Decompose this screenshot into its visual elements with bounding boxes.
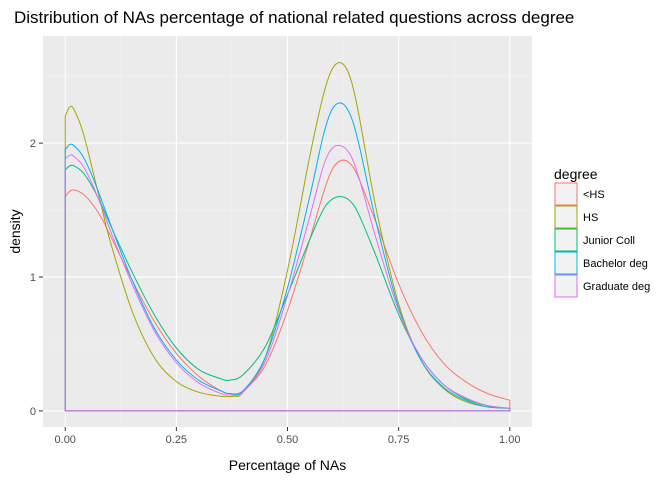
legend-key-1 (554, 205, 578, 229)
y-tick-label: 0 (30, 406, 36, 418)
legend-title: degree (554, 166, 598, 182)
legend: degree <HS HS Junior Coll Bachelor deg Gradu… (554, 166, 650, 298)
x-tick-label: 0.75 (388, 434, 409, 446)
y-axis: 0 1 2 (30, 138, 43, 418)
chart-title: Distribution of NAs percentage of nation… (14, 8, 574, 27)
y-tick-label: 2 (30, 138, 36, 150)
x-axis-title: Percentage of NAs (229, 457, 347, 473)
legend-key-3 (554, 251, 578, 275)
legend-label-2: Junior Coll (583, 235, 635, 247)
x-axis: 0.00 0.25 0.50 0.75 1.00 (55, 427, 520, 446)
major-gridlines (43, 36, 532, 427)
legend-label-3: Bachelor deg (583, 258, 648, 270)
density-curve-1 (64, 62, 511, 412)
legend-key-2 (554, 228, 578, 252)
x-tick-label: 0.50 (277, 434, 298, 446)
legend-label-1: HS (583, 212, 598, 224)
density-curves (64, 62, 511, 412)
y-axis-title: density (7, 209, 23, 253)
x-tick-label: 0.00 (55, 434, 76, 446)
x-tick-label: 0.25 (166, 434, 187, 446)
legend-label-0: <HS (583, 189, 605, 201)
legend-key-4 (554, 274, 578, 298)
y-tick-label: 1 (30, 272, 36, 284)
x-tick-label: 1.00 (499, 434, 520, 446)
legend-key-0 (554, 182, 578, 206)
legend-label-4: Graduate deg (583, 281, 650, 293)
density-curve-4 (64, 144, 511, 412)
density-curve-0 (64, 159, 511, 412)
